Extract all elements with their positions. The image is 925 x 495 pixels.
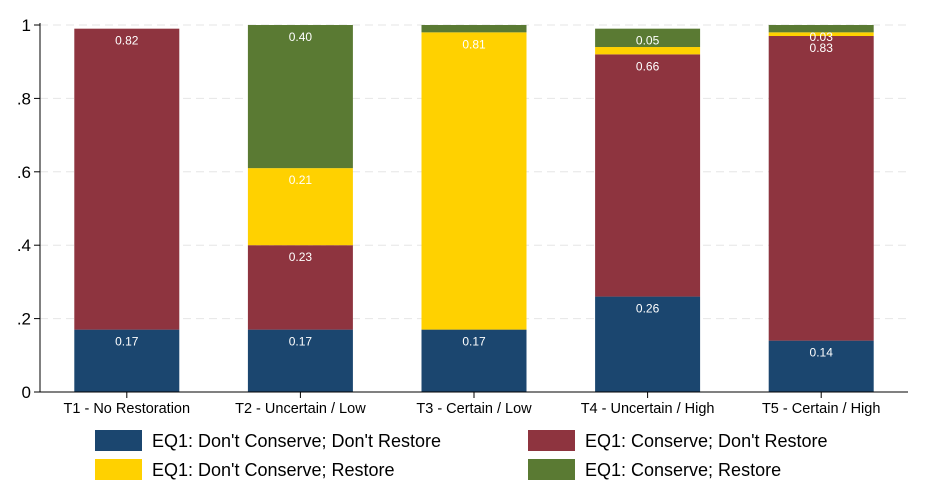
bar-segment: [768, 25, 874, 33]
legend-label: EQ1: Conserve; Restore: [585, 460, 781, 480]
data-label: 0.23: [289, 250, 313, 264]
bar-segment: [768, 340, 874, 392]
data-label: 0.26: [636, 302, 660, 316]
bar-segment: [595, 296, 701, 392]
legend-swatch: [528, 430, 575, 451]
x-tick-label: T5 - Certain / High: [762, 401, 880, 417]
data-label: 0.82: [115, 34, 139, 48]
bar-segment: [595, 28, 701, 48]
x-tick-label: T4 - Uncertain / High: [581, 401, 715, 417]
y-tick-label: .8: [17, 89, 31, 108]
bars: [74, 25, 874, 392]
bar-segment: [421, 32, 527, 330]
data-labels: 0.17 0.82 0.17 0.23 0.21 0.40 0.17 0.81 0.26 0.66…: [115, 30, 833, 360]
bar-segment: [74, 28, 180, 330]
data-label: 0.21: [289, 173, 313, 187]
data-label: 0.40: [289, 30, 313, 44]
legend-label: EQ1: Don't Conserve; Restore: [152, 460, 395, 480]
data-label: 0.17: [289, 335, 313, 349]
y-tick-label: .2: [17, 310, 31, 329]
bar-segment: [421, 25, 527, 33]
data-label: 0.17: [462, 335, 486, 349]
y-tick-label: .4: [17, 236, 31, 255]
data-label: 0.17: [115, 335, 139, 349]
x-tick-label: T2 - Uncertain / Low: [235, 401, 366, 417]
data-label: 0.03: [810, 30, 834, 44]
bar-segment: [247, 329, 353, 392]
legend-label: EQ1: Conserve; Don't Restore: [585, 431, 828, 451]
legend-label: EQ1: Don't Conserve; Don't Restore: [152, 431, 441, 451]
bar-segment: [595, 47, 701, 55]
legend-swatch: [95, 459, 142, 480]
bar-segment: [768, 32, 874, 37]
x-tick-label: T1 - No Restoration: [64, 401, 191, 417]
data-label: 0.05: [636, 34, 660, 48]
bar-segment: [247, 25, 353, 169]
axes: 0 .2 .4 .6 .8 1 T1 - No Restoration T2 - Uncert…: [17, 16, 908, 417]
x-tick-label: T3 - Certain / Low: [416, 401, 532, 417]
legend: EQ1: Don't Conserve; Don't Restore EQ1: C…: [95, 430, 828, 480]
legend-swatch: [95, 430, 142, 451]
data-label: 0.14: [810, 346, 834, 360]
data-label: 0.83: [810, 41, 834, 55]
bar-segment: [595, 54, 701, 297]
bar-segment: [247, 245, 353, 330]
y-tick-label: .6: [17, 163, 31, 182]
data-label: 0.66: [636, 59, 660, 73]
bar-segment: [421, 329, 527, 392]
y-tick-label: 1: [22, 16, 31, 35]
bar-segment: [74, 329, 180, 392]
legend-swatch: [528, 459, 575, 480]
y-tick-label: 0: [22, 383, 31, 402]
data-label: 0.81: [462, 37, 486, 51]
bar-segment: [768, 36, 874, 341]
bar-segment: [247, 168, 353, 246]
